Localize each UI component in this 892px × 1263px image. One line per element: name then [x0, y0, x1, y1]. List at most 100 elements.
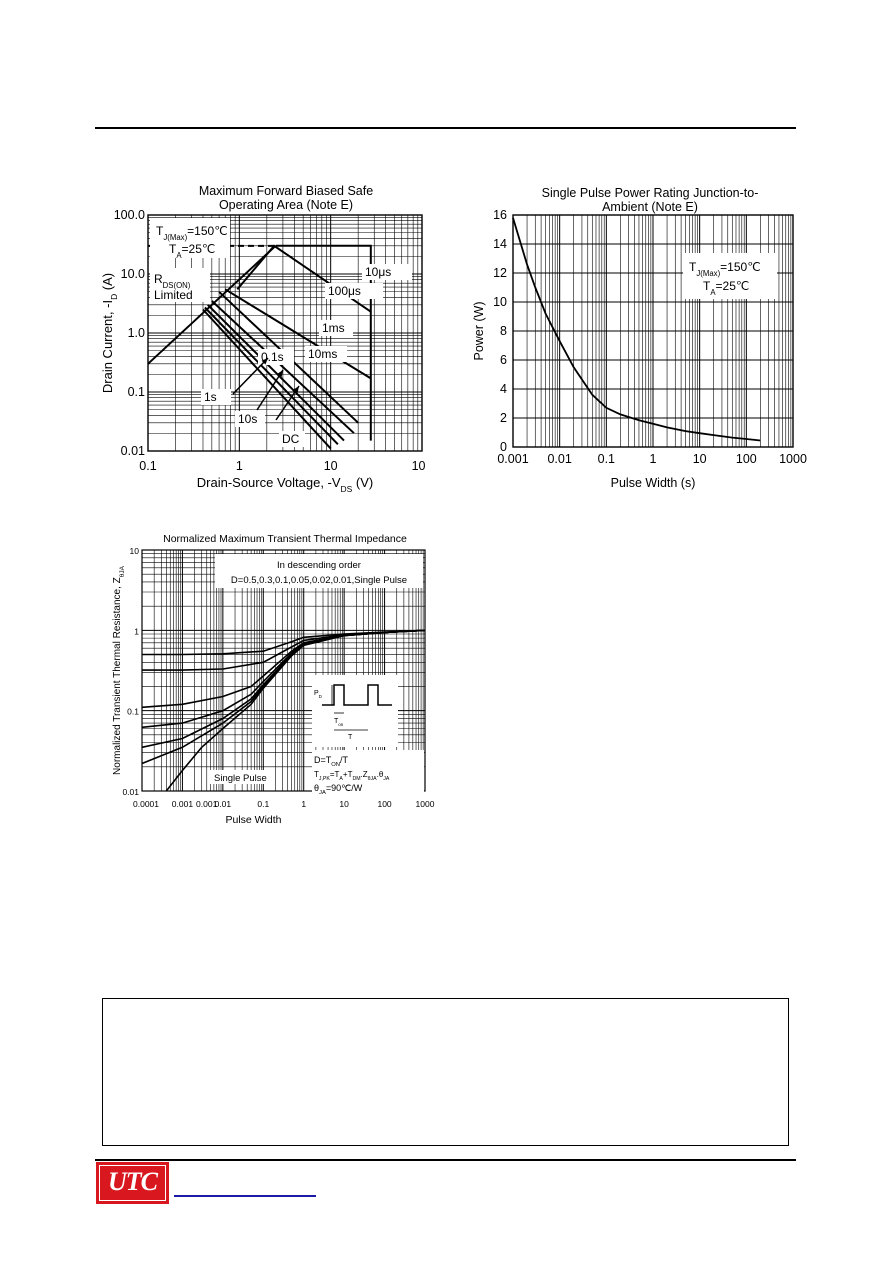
soa-label-10ms: 10ms	[308, 347, 337, 361]
pwr-x-tick-label: 1	[650, 452, 657, 466]
pwr-x-tick-label: 0.01	[547, 452, 571, 466]
soa-label-1s: 1s	[204, 390, 217, 404]
soa-chart: TJ(Max)=150℃ TA=25℃ RDS(ON) Limited 10μs 100μ…	[95, 210, 425, 495]
soa-label-10s: 10s	[238, 412, 257, 426]
soa-label-1ms-bg	[319, 320, 353, 336]
soa-series-line	[204, 306, 339, 445]
soa-x-tick-label: 1	[236, 459, 243, 473]
soa-arrow-10s-b-head	[293, 386, 299, 393]
pwr-y-tick-label: 4	[500, 382, 507, 396]
power-svg: TJ(Max)=150℃TA=25℃ 0.001 0.01 0.1 1 10 100 1000…	[472, 208, 807, 490]
pwr-y-tick-label: 14	[493, 237, 507, 251]
soa-y-tick-label: 100.0	[114, 210, 145, 222]
zth-inset-pd-label: PD	[314, 690, 323, 699]
pwr-y-tick-label: 8	[500, 324, 507, 338]
soa-label-100us: 100μs	[328, 284, 361, 298]
power-title: Single Pulse Power Rating Junction-to- A…	[541, 186, 759, 214]
soa-label-dc: DC	[282, 432, 300, 446]
pwr-x-tick-label: 0.1	[598, 452, 615, 466]
soa-label-10ms-bg	[305, 346, 347, 362]
soa-label-1s-bg	[201, 389, 231, 405]
soa-series-line	[211, 300, 355, 434]
zth-svg: In descending order D=0.5,0.3,0.1,0.05,0.…	[112, 546, 435, 826]
zth-y-tick-label: 0.01	[122, 787, 139, 797]
soa-label-01s-bg	[258, 349, 294, 365]
soa-arrow-1s-head	[261, 358, 268, 365]
zth-chart: In descending order D=0.5,0.3,0.1,0.05,0.…	[108, 542, 438, 832]
pwr-y-tick-label: 6	[500, 353, 507, 367]
zth-y-axis-label: Normalized Transient Thermal Resistance,…	[112, 565, 126, 775]
pwr-x-tick-label: 0.001	[497, 452, 528, 466]
pwr-x-tick-label: 1000	[779, 452, 807, 466]
soa-label-1ms: 1ms	[322, 321, 345, 335]
zth-single-pulse-bg	[210, 770, 272, 784]
notes-box	[102, 998, 789, 1146]
zth-single-pulse-label: Single Pulse	[214, 773, 267, 784]
zth-legend-line1: In descending order	[277, 560, 361, 571]
zth-series-line	[165, 629, 426, 792]
zth-title: Normalized Maximum Transient Thermal Imp…	[163, 533, 407, 545]
pwr-annotation-box	[683, 253, 777, 299]
pwr-ta-label: TA=25℃	[703, 279, 749, 297]
zth-x-axis-label: Pulse Width	[225, 814, 281, 826]
logo-text: UTC	[108, 1167, 158, 1196]
pwr-frame	[512, 214, 794, 448]
zth-x-tick-label: 0.1	[257, 799, 269, 809]
soa-x-tick-label: 0.1	[139, 459, 156, 473]
zth-x-tick-label: 100	[377, 799, 391, 809]
soa-limited-label: Limited	[154, 288, 193, 302]
zth-x-tick-label: 1000	[416, 799, 435, 809]
soa-series-line	[202, 308, 332, 450]
zth-y-tick-label: 1	[134, 626, 139, 636]
soa-label-10s-bg	[235, 411, 265, 427]
soa-x-tick-label: 100	[412, 459, 425, 473]
zth-x-tick-label: 0.001	[196, 799, 218, 809]
zth-y-tick-label: 0.1	[127, 707, 139, 717]
soa-label-10us-bg	[362, 264, 412, 280]
website-link[interactable]	[174, 1195, 316, 1197]
soa-arrow-1s	[232, 357, 269, 395]
soa-y-axis-label: Drain Current, -ID (A)	[100, 273, 119, 393]
zth-inset-ton-label: Ton	[334, 718, 344, 727]
soa-series-line	[275, 244, 372, 441]
soa-y-tick-label: 0.01	[121, 444, 145, 458]
zth-note-rtheta: θJA=90℃/W	[314, 783, 363, 796]
soa-label-10us: 10μs	[365, 265, 391, 279]
soa-label-100us-bg	[325, 283, 383, 299]
pwr-tj-label: TJ(Max)=150℃	[689, 260, 761, 278]
zth-x-tick-label: 0.01	[215, 799, 232, 809]
zth-y-tick-label: 10	[130, 546, 140, 556]
zth-inset-t-label: T	[348, 734, 353, 741]
pwr-x-axis-label: Pulse Width (s)	[611, 476, 696, 490]
soa-arrow-10s	[256, 369, 284, 411]
pwr-y-tick-label: 2	[500, 411, 507, 425]
soa-series-line	[236, 244, 372, 313]
pwr-y-tick-label: 0	[500, 440, 507, 454]
zth-notes-box	[312, 750, 424, 796]
zth-inset-pulse	[322, 684, 392, 706]
zth-inset-box	[312, 675, 398, 747]
power-chart: TJ(Max)=150℃ TA=25℃ 0.001 0.01 0.1 1 10 100 1000…	[468, 205, 818, 495]
soa-x-tick-label: 10	[324, 459, 338, 473]
zth-note-tjpk: TJ,PK=TA+TDM.ZθJA.θJA	[314, 770, 390, 782]
zth-x-tick-label: 10	[339, 799, 349, 809]
soa-ta-label: TA=25℃	[169, 242, 215, 260]
soa-frame	[147, 214, 423, 452]
soa-x-axis-label: Drain-Source Voltage, -VDS (V)	[197, 475, 373, 494]
zth-legend-box	[215, 554, 423, 588]
pwr-y-tick-label: 16	[493, 208, 507, 222]
soa-label-dc-bg	[279, 431, 305, 447]
soa-series-line	[147, 245, 277, 365]
logo-frame	[99, 1165, 166, 1201]
soa-title: Maximum Forward Biased Safe Operating Ar…	[198, 184, 374, 212]
zth-note-duty: D=TON/T	[314, 755, 349, 768]
soa-tj-label: TJ(Max)=150℃	[156, 224, 228, 242]
pwr-y-axis-label: Power (W)	[472, 301, 486, 360]
pwr-y-tick-label: 10	[493, 295, 507, 309]
utc-logo: UTC	[96, 1162, 169, 1204]
soa-tj-box	[150, 218, 230, 258]
pwr-x-tick-label: 100	[736, 452, 757, 466]
soa-y-tick-label: 10.0	[121, 267, 145, 281]
zth-x-tick-label: 0.0001	[133, 799, 159, 809]
soa-rds-label: RDS(ON)	[154, 272, 191, 290]
